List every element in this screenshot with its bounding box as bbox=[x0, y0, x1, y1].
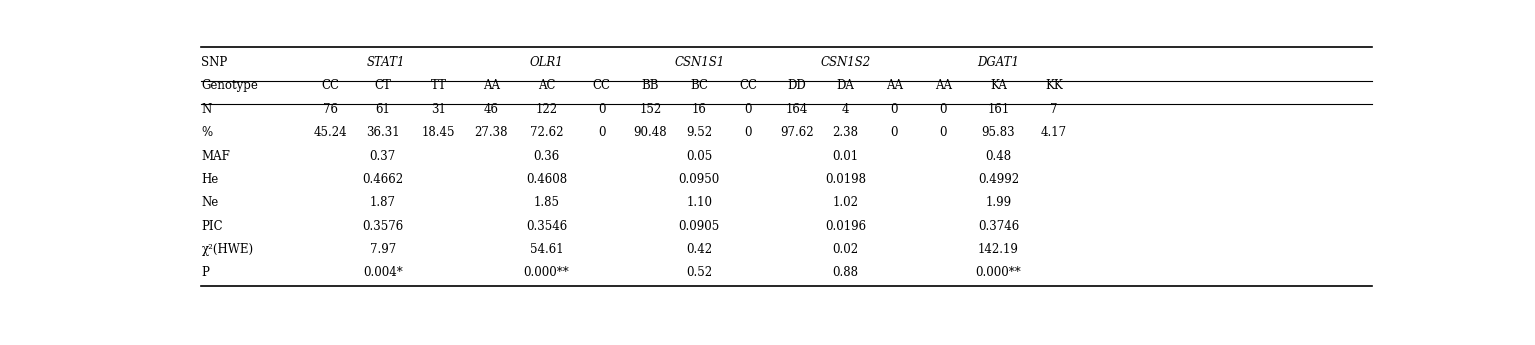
Text: 142.19: 142.19 bbox=[978, 243, 1019, 256]
Text: MAF: MAF bbox=[201, 149, 230, 162]
Text: 0: 0 bbox=[890, 103, 898, 116]
Text: Genotype: Genotype bbox=[201, 79, 258, 92]
Text: TT: TT bbox=[431, 79, 447, 92]
Text: 2.38: 2.38 bbox=[832, 126, 858, 139]
Text: 0.37: 0.37 bbox=[370, 149, 396, 162]
Text: 61: 61 bbox=[376, 103, 390, 116]
Text: 0.4608: 0.4608 bbox=[527, 173, 566, 186]
Text: 1.02: 1.02 bbox=[832, 196, 858, 209]
Text: PIC: PIC bbox=[201, 220, 223, 233]
Text: CC: CC bbox=[321, 79, 339, 92]
Text: AA: AA bbox=[482, 79, 499, 92]
Text: 0.48: 0.48 bbox=[985, 149, 1012, 162]
Text: CSN1S2: CSN1S2 bbox=[820, 56, 870, 69]
Text: 54.61: 54.61 bbox=[530, 243, 563, 256]
Text: 0.88: 0.88 bbox=[832, 266, 858, 279]
Text: 90.48: 90.48 bbox=[634, 126, 668, 139]
Text: 0: 0 bbox=[890, 126, 898, 139]
Text: 0: 0 bbox=[939, 103, 947, 116]
Text: 1.85: 1.85 bbox=[533, 196, 559, 209]
Text: 0.52: 0.52 bbox=[686, 266, 712, 279]
Text: 97.62: 97.62 bbox=[780, 126, 814, 139]
Text: 0.3546: 0.3546 bbox=[527, 220, 566, 233]
Text: 0.4992: 0.4992 bbox=[978, 173, 1019, 186]
Text: 0.3746: 0.3746 bbox=[978, 220, 1019, 233]
Text: AC: AC bbox=[537, 79, 556, 92]
Text: 0.0950: 0.0950 bbox=[678, 173, 720, 186]
Text: 0.0198: 0.0198 bbox=[826, 173, 866, 186]
Text: He: He bbox=[201, 173, 218, 186]
Text: STAT1: STAT1 bbox=[367, 56, 405, 69]
Text: 152: 152 bbox=[640, 103, 662, 116]
Text: 7: 7 bbox=[1050, 103, 1058, 116]
Text: DD: DD bbox=[787, 79, 806, 92]
Text: OLR1: OLR1 bbox=[530, 56, 563, 69]
Text: 0: 0 bbox=[744, 103, 752, 116]
Text: 0.02: 0.02 bbox=[832, 243, 858, 256]
Text: χ²(HWE): χ²(HWE) bbox=[201, 243, 253, 256]
Text: DA: DA bbox=[837, 79, 855, 92]
Text: 0.000**: 0.000** bbox=[523, 266, 569, 279]
Text: 0.36: 0.36 bbox=[533, 149, 560, 162]
Text: 95.83: 95.83 bbox=[981, 126, 1015, 139]
Text: CSN1S1: CSN1S1 bbox=[674, 56, 725, 69]
Text: 76: 76 bbox=[322, 103, 338, 116]
Text: AA: AA bbox=[886, 79, 903, 92]
Text: P: P bbox=[201, 266, 209, 279]
Text: 0.3576: 0.3576 bbox=[362, 220, 404, 233]
Text: 4.17: 4.17 bbox=[1041, 126, 1067, 139]
Text: 0: 0 bbox=[939, 126, 947, 139]
Text: 16: 16 bbox=[692, 103, 706, 116]
Text: 0.0196: 0.0196 bbox=[824, 220, 866, 233]
Text: 72.62: 72.62 bbox=[530, 126, 563, 139]
Text: 27.38: 27.38 bbox=[474, 126, 508, 139]
Text: DGAT1: DGAT1 bbox=[978, 56, 1019, 69]
Text: AA: AA bbox=[935, 79, 952, 92]
Text: CC: CC bbox=[738, 79, 757, 92]
Text: 0: 0 bbox=[744, 126, 752, 139]
Text: KK: KK bbox=[1045, 79, 1062, 92]
Text: 18.45: 18.45 bbox=[422, 126, 456, 139]
Text: 0.05: 0.05 bbox=[686, 149, 712, 162]
Text: 7.97: 7.97 bbox=[370, 243, 396, 256]
Text: Ne: Ne bbox=[201, 196, 218, 209]
Text: 1.99: 1.99 bbox=[985, 196, 1012, 209]
Text: 0: 0 bbox=[599, 126, 605, 139]
Text: 45.24: 45.24 bbox=[313, 126, 347, 139]
Text: CT: CT bbox=[375, 79, 391, 92]
Text: 0.004*: 0.004* bbox=[362, 266, 402, 279]
Text: KA: KA bbox=[990, 79, 1007, 92]
Text: 31: 31 bbox=[431, 103, 447, 116]
Text: %: % bbox=[201, 126, 212, 139]
Text: 164: 164 bbox=[786, 103, 807, 116]
Text: BB: BB bbox=[642, 79, 659, 92]
Text: 0: 0 bbox=[599, 103, 605, 116]
Text: SNP: SNP bbox=[201, 56, 227, 69]
Text: 0.01: 0.01 bbox=[832, 149, 858, 162]
Text: 4: 4 bbox=[841, 103, 849, 116]
Text: 1.87: 1.87 bbox=[370, 196, 396, 209]
Text: N: N bbox=[201, 103, 212, 116]
Text: 1.10: 1.10 bbox=[686, 196, 712, 209]
Text: 122: 122 bbox=[536, 103, 557, 116]
Text: 161: 161 bbox=[987, 103, 1010, 116]
Text: 0.0905: 0.0905 bbox=[678, 220, 720, 233]
Text: CC: CC bbox=[593, 79, 611, 92]
Text: 46: 46 bbox=[484, 103, 499, 116]
Text: BC: BC bbox=[691, 79, 708, 92]
Text: 0.4662: 0.4662 bbox=[362, 173, 404, 186]
Text: 0.000**: 0.000** bbox=[976, 266, 1021, 279]
Text: 0.42: 0.42 bbox=[686, 243, 712, 256]
Text: 9.52: 9.52 bbox=[686, 126, 712, 139]
Text: 36.31: 36.31 bbox=[365, 126, 399, 139]
